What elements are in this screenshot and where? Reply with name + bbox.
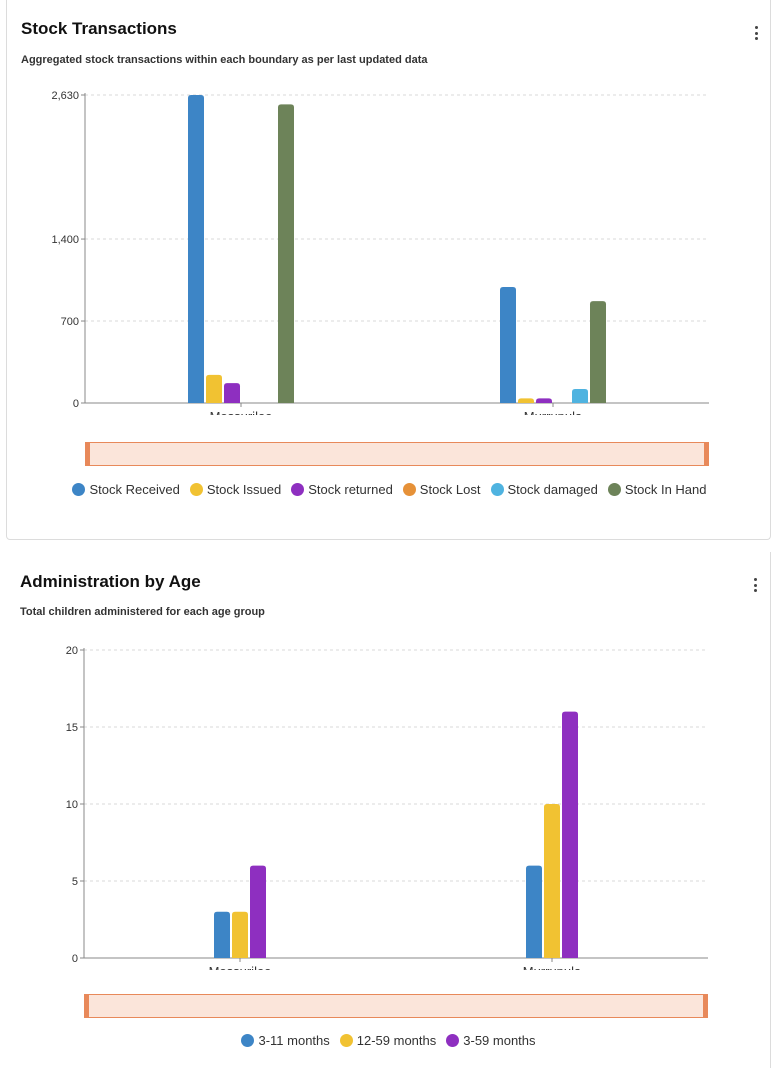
y-tick-label: 0 (73, 398, 79, 410)
legend-label: 12-59 months (356, 1033, 437, 1048)
brush-right-handle[interactable] (703, 994, 708, 1018)
legend-item[interactable]: 12-59 months (339, 1033, 437, 1048)
bar (224, 383, 240, 403)
legend-swatch (490, 483, 504, 496)
y-tick-label: 20 (66, 645, 78, 657)
y-tick-label: 0 (72, 953, 78, 965)
zoom-brush[interactable] (84, 994, 708, 1018)
more-options-icon[interactable] (748, 576, 762, 594)
legend-item[interactable]: Stock damaged (490, 482, 598, 497)
x-tick-label: Mossurilee (210, 409, 273, 415)
legend-item[interactable]: 3-59 months (446, 1033, 536, 1048)
legend-item[interactable]: Stock In Hand (607, 482, 707, 497)
y-tick-label: 700 (61, 316, 79, 328)
card-title: Stock Transactions (21, 19, 177, 38)
bar (590, 301, 606, 403)
y-tick-label: 2,630 (51, 90, 79, 102)
legend-item[interactable]: 3-11 months (241, 1033, 330, 1048)
legend-swatch (189, 483, 203, 496)
card-title: Administration by Age (20, 572, 201, 591)
bar (544, 804, 560, 958)
bar (526, 865, 542, 958)
y-tick-label: 5 (72, 876, 78, 888)
legend-label: Stock returned (308, 482, 393, 497)
brush-left-handle[interactable] (84, 994, 89, 1018)
legend-label: Stock Lost (419, 482, 481, 497)
legend-swatch (72, 483, 86, 496)
legend-item[interactable]: Stock Issued (189, 482, 282, 497)
x-tick-label: Mossurilee (209, 964, 272, 970)
brush-left-handle[interactable] (85, 442, 90, 466)
y-tick-label: 1,400 (51, 234, 79, 246)
bar (188, 95, 204, 403)
more-options-icon[interactable] (749, 24, 763, 42)
legend-label: Stock In Hand (624, 482, 707, 497)
administration-by-age-chart: 0 5 10 15 20 Mossurilee Murrupula (66, 645, 708, 970)
legend-swatch (291, 483, 305, 496)
bar (536, 398, 552, 403)
y-tick-label: 15 (66, 722, 78, 734)
administration-by-age-card: Administration by Age Total children adm… (6, 552, 771, 1068)
stock-transactions-chart: 0 700 1,400 2,630 Mossurilee Murrupula (51, 90, 709, 415)
legend-label: 3-11 months (258, 1033, 330, 1048)
legend-label: Stock Issued (206, 482, 282, 497)
bar (278, 104, 294, 403)
bar (206, 374, 222, 403)
bar (500, 287, 516, 403)
legend-label: 3-59 months (463, 1033, 536, 1048)
legend-swatch (241, 1034, 255, 1047)
card-subtitle: Aggregated stock transactions within eac… (21, 54, 428, 66)
bar (214, 911, 230, 958)
legend-label: Stock Received (89, 482, 180, 497)
card-subtitle: Total children administered for each age… (20, 606, 265, 618)
chart-legend: Stock Received Stock Issued Stock returned… (7, 482, 772, 497)
legend-swatch (607, 483, 621, 496)
bar (518, 398, 534, 403)
legend-item[interactable]: Stock Received (72, 482, 180, 497)
bar (232, 911, 248, 958)
zoom-brush[interactable] (85, 442, 709, 466)
bar (572, 388, 588, 403)
legend-item[interactable]: Stock returned (291, 482, 393, 497)
y-tick-label: 10 (66, 799, 78, 811)
x-tick-label: Murrupula (523, 964, 582, 970)
bar (250, 865, 266, 958)
brush-right-handle[interactable] (704, 442, 709, 466)
x-tick-label: Murrupula (524, 409, 583, 415)
chart-legend: 3-11 months 12-59 months 3-59 months (6, 1033, 771, 1048)
legend-swatch (402, 483, 416, 496)
legend-item[interactable]: Stock Lost (402, 482, 481, 497)
legend-label: Stock damaged (507, 482, 598, 497)
bar (562, 711, 578, 958)
legend-swatch (446, 1034, 460, 1047)
stock-transactions-card: Stock Transactions Aggregated stock tran… (6, 0, 771, 540)
legend-swatch (339, 1034, 353, 1047)
